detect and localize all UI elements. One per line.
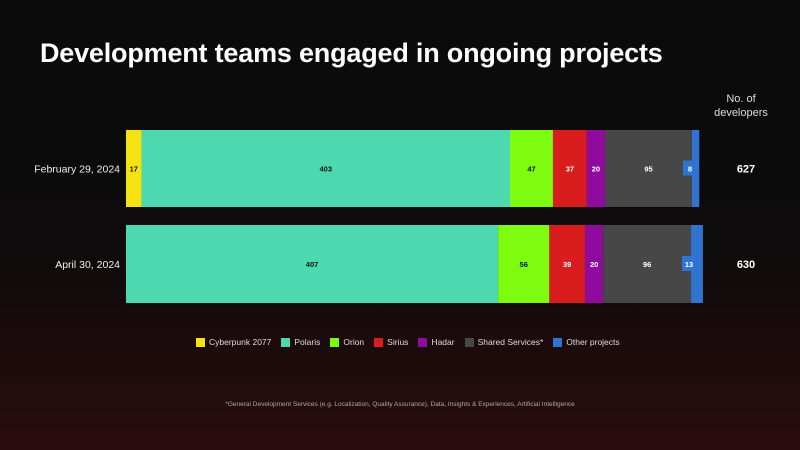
- bar-segment: [510, 130, 553, 207]
- legend-item: Orion: [330, 337, 364, 347]
- data-label: 96: [643, 260, 651, 269]
- legend-swatch: [553, 337, 563, 347]
- bar-segment: [691, 130, 700, 207]
- bar-segment: [126, 225, 499, 303]
- category-label: April 30, 2024: [55, 259, 120, 271]
- legend-label: Hadar: [431, 337, 455, 347]
- bar-segment: [498, 225, 550, 303]
- bar-label-tab: [682, 160, 695, 176]
- data-label: 13: [685, 260, 693, 269]
- total-label: 627: [737, 164, 755, 176]
- legend-swatch: [418, 337, 428, 347]
- data-label: 407: [306, 260, 319, 269]
- legend-item: Polaris: [281, 337, 320, 347]
- legend-label: Sirius: [387, 337, 409, 347]
- data-label: 37: [566, 165, 574, 174]
- footnote: *General Development Services (e.g. Loca…: [225, 401, 575, 408]
- legend-swatch: [330, 337, 340, 347]
- legend: Cyberpunk 2077 Polaris Orion Sirius Hadar Sha…: [196, 337, 620, 347]
- bar-segment: [141, 130, 511, 207]
- bar-segment: [586, 130, 606, 207]
- legend-label: Cyberpunk 2077: [209, 337, 272, 347]
- legend-swatch: [196, 337, 205, 347]
- legend-swatch: [374, 337, 384, 347]
- data-label: 8: [688, 165, 692, 174]
- bar-label-tab: [682, 256, 695, 271]
- legend-label: Shared Services*: [477, 337, 544, 347]
- legend-item: Other projects: [553, 337, 620, 347]
- data-label: 20: [590, 260, 598, 269]
- total-label: 630: [737, 259, 755, 271]
- category-label: February 29, 2024: [34, 164, 120, 176]
- data-label: 39: [563, 260, 571, 269]
- legend-item: Cyberpunk 2077: [196, 337, 271, 347]
- legend-label: Polaris: [294, 337, 321, 347]
- bar-segment: [605, 130, 692, 207]
- legend-swatch: [464, 337, 474, 347]
- data-label: 17: [130, 165, 138, 174]
- legend-label: Other projects: [566, 337, 620, 347]
- legend-item: Shared Services*: [464, 337, 544, 347]
- bar-segment: [549, 225, 585, 303]
- data-label: 47: [527, 165, 535, 174]
- bar-segment: [126, 130, 142, 207]
- data-label: 403: [320, 165, 333, 174]
- legend-label: Orion: [343, 337, 365, 347]
- legend-item: Hadar: [418, 337, 455, 347]
- legend-swatch: [281, 337, 291, 347]
- bar-segment: [603, 225, 692, 303]
- bar-segment: [552, 130, 587, 207]
- data-label: 95: [644, 165, 652, 174]
- bar-segment: [691, 225, 703, 303]
- bar-segment: [584, 225, 604, 303]
- chart-title: Development teams engaged in ongoing pro…: [40, 38, 663, 68]
- legend-item: Sirius: [374, 337, 408, 347]
- data-label: 56: [520, 260, 528, 269]
- total-column-header: No. of developers: [714, 93, 768, 119]
- data-label: 20: [592, 165, 600, 174]
